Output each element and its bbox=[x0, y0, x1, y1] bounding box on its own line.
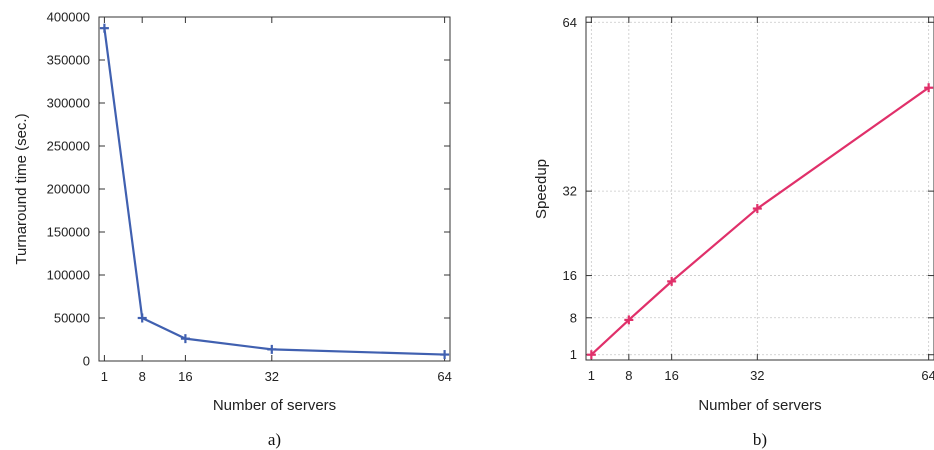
chart-b-data-point bbox=[667, 276, 677, 286]
chart-b: 1 8 16 32 64 1 8 16 32 64 Number of servers Speed… bbox=[533, 15, 934, 449]
chart-b-x-tick-label: 32 bbox=[750, 368, 764, 383]
chart-b-data-point bbox=[924, 83, 934, 93]
chart-a-data-point bbox=[99, 23, 109, 33]
chart-a-data-point bbox=[440, 350, 450, 360]
chart-b-x-tick-label: 8 bbox=[625, 368, 632, 383]
chart-b-data-point bbox=[586, 350, 596, 360]
chart-b-y-tick-label: 16 bbox=[563, 268, 577, 283]
chart-a-x-tick-label: 1 bbox=[101, 369, 108, 384]
chart-a-x-tick-label: 32 bbox=[265, 369, 279, 384]
chart-b-frame bbox=[585, 16, 934, 361]
chart-b-x-tick-label: 64 bbox=[921, 368, 934, 383]
chart-a-y-tick-label: 0 bbox=[83, 354, 90, 369]
chart-a-y-tick-label: 350000 bbox=[47, 53, 90, 68]
chart-a-y-tick-label: 200000 bbox=[47, 182, 90, 197]
chart-a-x-tick-label: 8 bbox=[139, 369, 146, 384]
chart-a-series bbox=[99, 23, 450, 360]
chart-a-y-tick-label: 400000 bbox=[47, 10, 90, 25]
chart-a-series-line bbox=[103, 28, 445, 356]
chart-b-gridlines bbox=[586, 17, 934, 360]
chart-b-x-tick-label: 1 bbox=[588, 368, 595, 383]
chart-a-y-tick-label: 50000 bbox=[54, 311, 90, 326]
chart-a-ticks bbox=[99, 16, 450, 362]
chart-a-y-tick-label: 250000 bbox=[47, 139, 90, 154]
chart-b-y-axis-label: Speedup bbox=[533, 159, 550, 219]
chart-a-data-point bbox=[267, 344, 277, 354]
chart-b-y-tick-label: 32 bbox=[563, 184, 577, 199]
chart-a-caption: a) bbox=[268, 430, 281, 449]
chart-a-data-point bbox=[137, 313, 147, 323]
chart-a-y-tick-label: 100000 bbox=[47, 268, 90, 283]
chart-a-y-tick-label: 300000 bbox=[47, 96, 90, 111]
chart-a: 1 8 16 32 64 0 50000 100000 150000 200000 250000 30… bbox=[13, 10, 452, 450]
chart-b-series bbox=[586, 83, 934, 360]
chart-a-x-axis-label: Number of servers bbox=[213, 397, 336, 414]
chart-a-y-tick-label: 150000 bbox=[47, 225, 90, 240]
chart-b-y-tick-label: 8 bbox=[570, 310, 577, 325]
chart-b-tick-labels: 1 8 16 32 64 1 8 16 32 64 bbox=[563, 15, 934, 383]
chart-b-x-tick-label: 16 bbox=[664, 368, 678, 383]
chart-a-frame bbox=[98, 16, 451, 362]
chart-b-ticks bbox=[586, 17, 934, 360]
chart-b-y-tick-label: 64 bbox=[563, 15, 577, 30]
chart-a-tick-labels: 1 8 16 32 64 0 50000 100000 150000 200000 250000 30… bbox=[47, 10, 452, 385]
chart-b-x-axis-label: Number of servers bbox=[698, 397, 821, 414]
chart-a-x-tick-label: 16 bbox=[178, 369, 192, 384]
chart-a-data-point bbox=[180, 334, 190, 344]
chart-a-x-tick-label: 64 bbox=[437, 369, 451, 384]
chart-b-caption: b) bbox=[753, 430, 767, 449]
chart-b-data-point bbox=[752, 204, 762, 214]
chart-b-data-point bbox=[624, 315, 634, 325]
chart-b-series-line bbox=[590, 86, 930, 356]
chart-a-y-axis-label: Turnaround time (sec.) bbox=[13, 113, 30, 264]
chart-b-y-tick-label: 1 bbox=[570, 347, 577, 362]
